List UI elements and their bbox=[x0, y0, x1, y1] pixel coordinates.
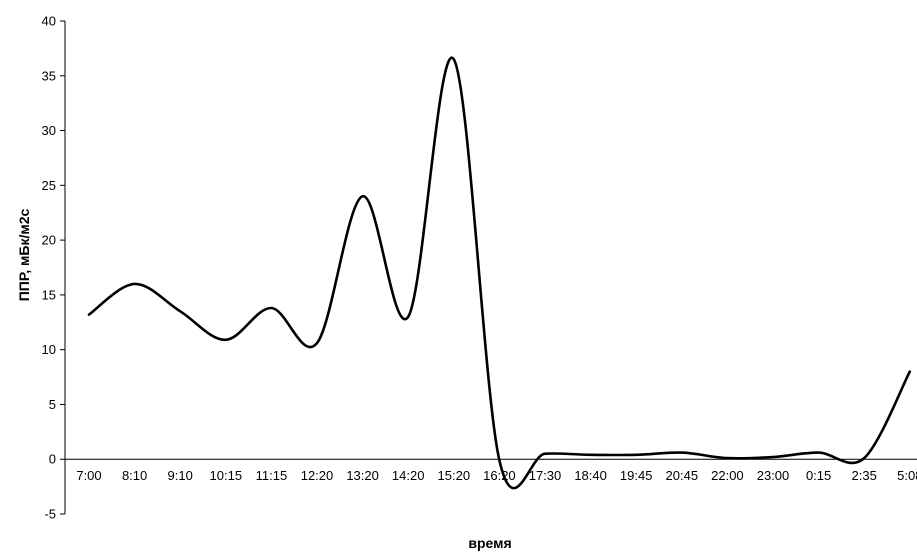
x-tick-label: 18:40 bbox=[574, 468, 607, 483]
y-tick-label: 20 bbox=[42, 233, 56, 248]
y-tick-label: 5 bbox=[49, 397, 56, 412]
y-tick-label: 0 bbox=[49, 452, 56, 467]
x-tick-label: 5:08 bbox=[897, 468, 917, 483]
series-line bbox=[87, 56, 912, 490]
x-tick-label: 11:15 bbox=[256, 468, 288, 483]
x-axis-title: время bbox=[468, 535, 511, 551]
x-tick-label: 14:20 bbox=[392, 468, 425, 483]
x-tick-label: 12:20 bbox=[301, 468, 334, 483]
x-tick-label: 2:35 bbox=[852, 468, 877, 483]
y-tick-label: 25 bbox=[42, 178, 56, 193]
y-tick-label: 10 bbox=[42, 342, 56, 357]
y-axis-title: ППР, мБк/м2с bbox=[16, 209, 32, 302]
x-tick-label: 20:45 bbox=[666, 468, 699, 483]
x-tick-label: 8:10 bbox=[122, 468, 147, 483]
x-axis-ticks: 7:00 8:10 9:10 10:15 11:15 12:20 13:20 14:20 15:… bbox=[76, 468, 917, 483]
x-tick-label: 15:20 bbox=[438, 468, 471, 483]
y-tick-label: 40 bbox=[42, 14, 56, 29]
x-tick-label: 23:00 bbox=[757, 468, 790, 483]
y-tick-label: -5 bbox=[44, 507, 56, 522]
x-tick-label: 7:00 bbox=[76, 468, 101, 483]
x-tick-label: 13:20 bbox=[346, 468, 379, 483]
x-tick-label: 17:30 bbox=[529, 468, 562, 483]
x-tick-label: 16:20 bbox=[483, 468, 516, 483]
y-tick-label: 35 bbox=[42, 68, 56, 83]
x-tick-label: 19:45 bbox=[620, 468, 653, 483]
y-tick-label: 30 bbox=[42, 123, 56, 138]
data-points bbox=[87, 57, 912, 462]
y-tick-label: 15 bbox=[42, 287, 56, 302]
y-axis-ticks: -5 0 5 10 15 20 25 30 35 40 bbox=[42, 14, 65, 522]
x-tick-label: 9:10 bbox=[168, 468, 193, 483]
x-tick-label: 10:15 bbox=[210, 468, 243, 483]
x-tick-label: 22:00 bbox=[711, 468, 744, 483]
x-tick-label: 0:15 bbox=[806, 468, 831, 483]
